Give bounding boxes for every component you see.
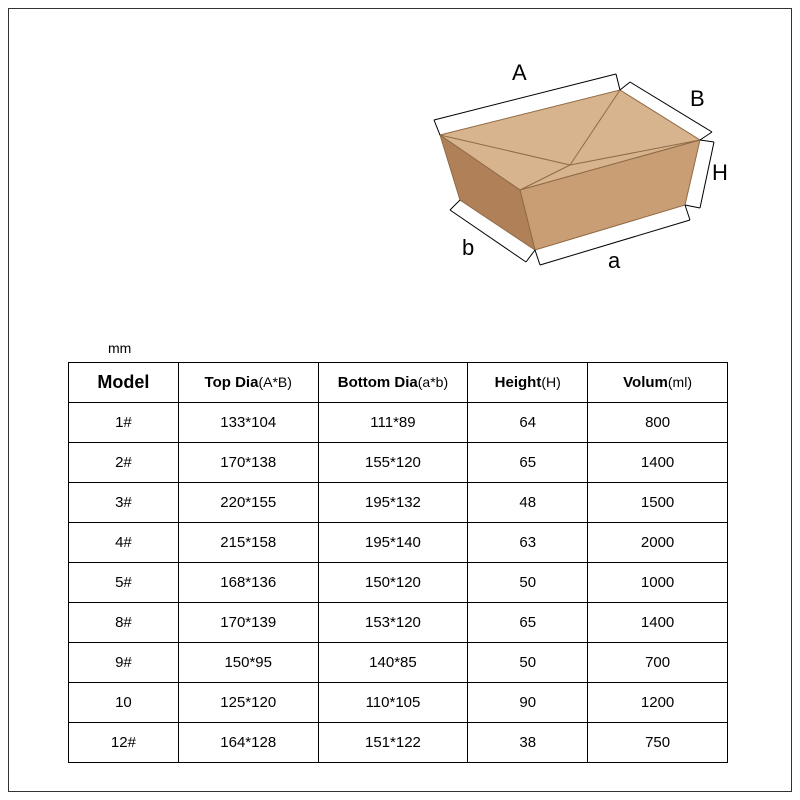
cell-volum: 1500 [588,483,728,523]
cell-volum: 750 [588,723,728,763]
table-row: 2#170*138155*120651400 [69,443,728,483]
table-row: 8#170*139153*120651400 [69,603,728,643]
cell-botdia: 150*120 [318,563,468,603]
cell-topdia: 164*128 [178,723,318,763]
cell-height: 65 [468,603,588,643]
header-model: Model [69,363,179,403]
cell-topdia: 125*120 [178,683,318,723]
table-row: 4#215*158195*140632000 [69,523,728,563]
table-row: 9#150*95140*8550700 [69,643,728,683]
table-row: 1#133*104111*8964800 [69,403,728,443]
cell-model: 1# [69,403,179,443]
cell-model: 5# [69,563,179,603]
cell-botdia: 110*105 [318,683,468,723]
table-header-row: Model Top Dia(A*B) Bottom Dia(a*b) Heigh… [69,363,728,403]
cell-botdia: 153*120 [318,603,468,643]
header-topdia: Top Dia(A*B) [178,363,318,403]
cell-volum: 1400 [588,443,728,483]
dim-label-h: H [712,160,728,186]
cell-volum: 2000 [588,523,728,563]
cell-height: 50 [468,563,588,603]
cell-model: 8# [69,603,179,643]
cell-topdia: 133*104 [178,403,318,443]
cell-model: 12# [69,723,179,763]
header-topdia-sub: (A*B) [258,374,291,390]
cell-height: 50 [468,643,588,683]
table-row: 12#164*128151*12238750 [69,723,728,763]
cell-botdia: 195*132 [318,483,468,523]
spec-table: Model Top Dia(A*B) Bottom Dia(a*b) Heigh… [68,362,728,763]
cell-topdia: 150*95 [178,643,318,683]
unit-label: mm [108,340,131,356]
header-botdia-main: Bottom Dia [338,374,418,391]
cell-volum: 1400 [588,603,728,643]
cell-botdia: 151*122 [318,723,468,763]
cell-botdia: 155*120 [318,443,468,483]
cell-height: 38 [468,723,588,763]
table-row: 3#220*155195*132481500 [69,483,728,523]
header-height-main: Height [495,374,542,391]
cell-volum: 800 [588,403,728,443]
cell-botdia: 195*140 [318,523,468,563]
table-row: 5#168*136150*120501000 [69,563,728,603]
cell-height: 48 [468,483,588,523]
dim-label-b-lower: b [462,235,474,261]
cell-topdia: 220*155 [178,483,318,523]
cell-topdia: 170*139 [178,603,318,643]
cell-height: 63 [468,523,588,563]
header-topdia-main: Top Dia [205,374,259,391]
dim-label-a-upper: A [512,60,527,86]
header-height-sub: (H) [541,374,560,390]
cell-topdia: 168*136 [178,563,318,603]
table-row: 10125*120110*105901200 [69,683,728,723]
header-volum: Volum(ml) [588,363,728,403]
header-botdia-sub: (a*b) [418,374,448,390]
header-height: Height(H) [468,363,588,403]
cell-model: 10 [69,683,179,723]
header-volum-main: Volum [623,374,668,391]
cell-volum: 1000 [588,563,728,603]
cell-volum: 700 [588,643,728,683]
cell-height: 64 [468,403,588,443]
box-diagram: #top-face { fill:#d8b48e; stroke:#8f6a47… [370,50,730,320]
cell-topdia: 170*138 [178,443,318,483]
cell-botdia: 111*89 [318,403,468,443]
header-botdia: Bottom Dia(a*b) [318,363,468,403]
cell-volum: 1200 [588,683,728,723]
dim-label-a-lower: a [608,248,620,274]
cell-model: 9# [69,643,179,683]
cell-model: 4# [69,523,179,563]
cell-model: 3# [69,483,179,523]
header-volum-sub: (ml) [668,374,692,390]
cell-botdia: 140*85 [318,643,468,683]
cell-topdia: 215*158 [178,523,318,563]
cell-model: 2# [69,443,179,483]
dim-label-b-upper: B [690,86,705,112]
cell-height: 90 [468,683,588,723]
cell-height: 65 [468,443,588,483]
